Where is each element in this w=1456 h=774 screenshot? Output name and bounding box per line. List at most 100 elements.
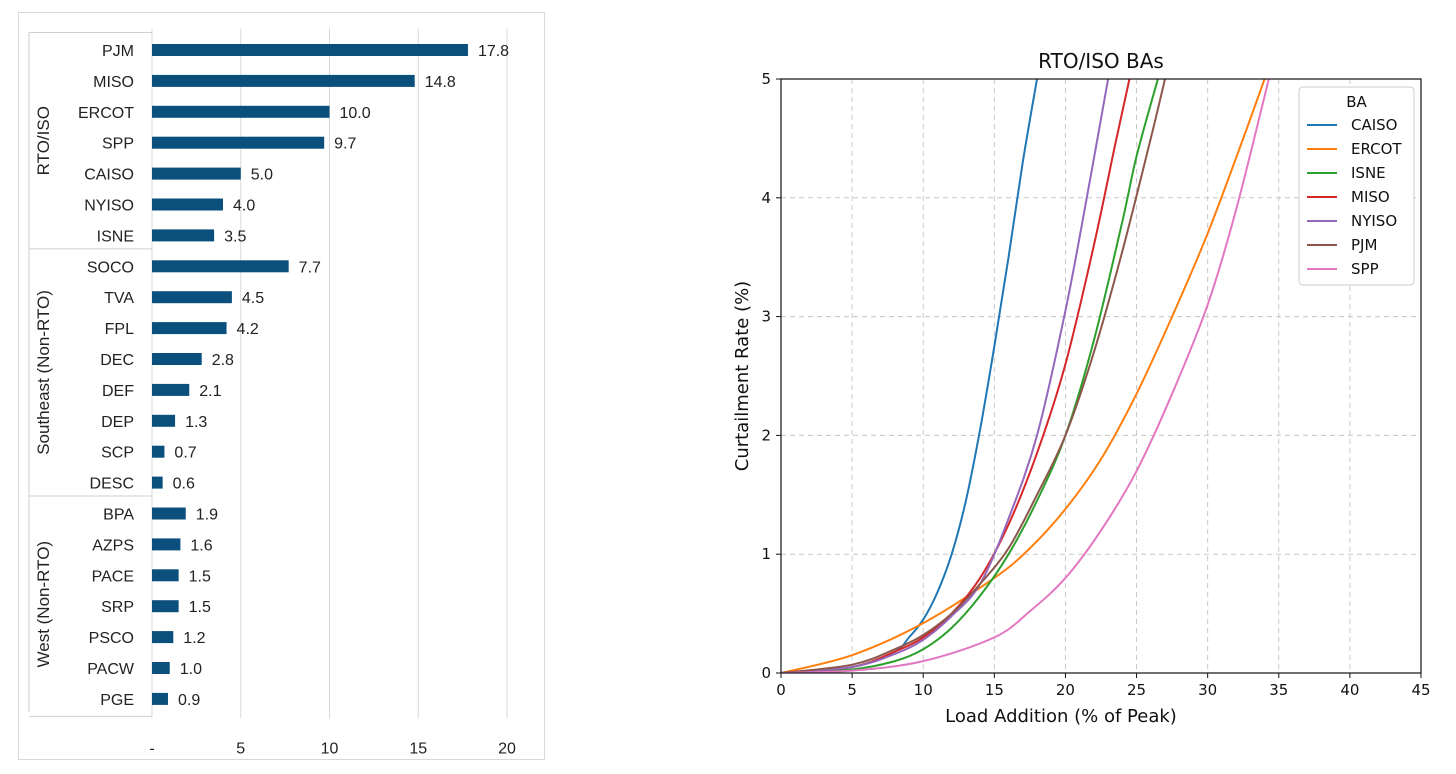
bar (152, 600, 179, 613)
legend-entry: CAISO (1351, 116, 1398, 134)
category-label: AZPS (92, 537, 134, 554)
category-label: PACW (87, 661, 135, 678)
bar (152, 414, 176, 427)
bar (152, 692, 168, 705)
category-label: CAISO (84, 167, 134, 184)
series-line-nyiso (781, 79, 1110, 673)
value-label: 4.5 (242, 290, 264, 307)
bar (152, 105, 330, 118)
category-label: SCP (101, 445, 134, 462)
value-label: 1.9 (196, 507, 218, 524)
category-label: SPP (102, 136, 134, 153)
x-tick-label: 40 (1340, 681, 1359, 699)
bar (152, 383, 190, 396)
legend-entry: NYISO (1351, 212, 1397, 230)
category-label: DEP (101, 414, 134, 431)
series-line-ercot (781, 79, 1266, 673)
category-label: PSCO (89, 630, 134, 647)
bar (152, 167, 241, 180)
category-label: TVA (104, 290, 134, 307)
value-label: 2.1 (199, 383, 221, 400)
bar (152, 507, 186, 520)
category-label: SOCO (87, 259, 134, 276)
bar (152, 538, 181, 551)
series-line-pjm (781, 79, 1166, 673)
category-label: PACE (92, 568, 134, 585)
legend-entry: SPP (1351, 260, 1379, 278)
value-label: 9.7 (334, 136, 356, 153)
value-label: 1.5 (189, 568, 211, 585)
value-label: 0.6 (173, 476, 195, 493)
bar-chart: - 5 10 15 20 PJM 17.8 MISO 14.8 ERCOT 10.0 SPP 9.7 CA… (28, 28, 516, 757)
category-label: NYISO (84, 198, 134, 215)
x-tick-label: 15 (985, 681, 1004, 699)
bar (152, 445, 165, 458)
bar-chart-panel: - 5 10 15 20 PJM 17.8 MISO 14.8 ERCOT 10.0 SPP 9.7 CA… (18, 12, 545, 760)
y-axis-label: Curtailment Rate (%) (732, 281, 753, 471)
group-label: RTO/ISO (34, 106, 53, 175)
y-tick-label: 5 (761, 70, 771, 88)
category-label: PJM (102, 43, 134, 60)
category-label: SRP (101, 599, 134, 616)
value-label: 5.0 (251, 167, 273, 184)
series-line-caiso (781, 79, 1038, 673)
value-label: 1.5 (189, 599, 211, 616)
series-line-spp (781, 79, 1270, 673)
bar (152, 260, 289, 273)
bar (152, 322, 227, 335)
y-tick-label: 0 (761, 664, 771, 682)
plot-frame (780, 78, 1422, 674)
bar (152, 631, 174, 644)
x-axis-label: Load Addition (% of Peak) (945, 706, 1177, 727)
y-tick-label: 2 (761, 426, 771, 444)
category-label: PGE (100, 692, 134, 709)
x-tick-label: 0 (776, 681, 786, 699)
category-label: DEC (100, 352, 134, 369)
x-tick-label: 20 (498, 740, 516, 757)
legend-entry: MISO (1351, 188, 1390, 206)
bar (152, 291, 232, 304)
bar (152, 74, 415, 87)
category-label: BPA (103, 507, 134, 524)
value-label: 3.5 (224, 228, 246, 245)
x-tick-label: 15 (409, 740, 427, 757)
value-label: 4.2 (237, 321, 259, 338)
x-tick-label: 10 (321, 740, 339, 757)
bar (152, 136, 325, 149)
bar (152, 229, 215, 242)
value-label: 2.8 (212, 352, 234, 369)
x-tick-label: 5 (236, 740, 245, 757)
legend-title: BA (1346, 93, 1367, 111)
x-tick-label: 35 (1269, 681, 1288, 699)
x-tick-label: 25 (1127, 681, 1146, 699)
series-line-isne (781, 79, 1159, 673)
value-label: 10.0 (340, 105, 371, 122)
x-tick-label: 45 (1411, 681, 1430, 699)
group-label: West (Non-RTO) (34, 541, 53, 668)
category-label: DEF (102, 383, 134, 400)
y-tick-label: 4 (761, 189, 771, 207)
value-label: 1.6 (190, 537, 212, 554)
category-label: ERCOT (78, 105, 134, 122)
value-label: 4.0 (233, 198, 255, 215)
bar (152, 662, 170, 674)
legend-entry: ISNE (1351, 164, 1386, 182)
x-tick-label: 30 (1198, 681, 1217, 699)
y-tick-label: 3 (761, 308, 771, 326)
value-label: 1.3 (185, 414, 207, 431)
value-label: 0.7 (174, 445, 196, 462)
legend-box (1298, 86, 1415, 286)
x-tick-label: 5 (847, 681, 857, 699)
category-label: FPL (105, 321, 134, 338)
value-label: 1.2 (183, 630, 205, 647)
legend-entry: ERCOT (1351, 140, 1402, 158)
value-label: 17.8 (478, 43, 509, 60)
y-tick-label: 1 (761, 545, 771, 563)
value-label: 1.0 (180, 661, 202, 678)
bar (152, 353, 202, 365)
x-tick-label: 20 (1056, 681, 1075, 699)
bar (152, 569, 179, 582)
category-label: ISNE (97, 228, 134, 245)
category-label: MISO (93, 74, 134, 91)
category-label: DESC (90, 476, 134, 493)
